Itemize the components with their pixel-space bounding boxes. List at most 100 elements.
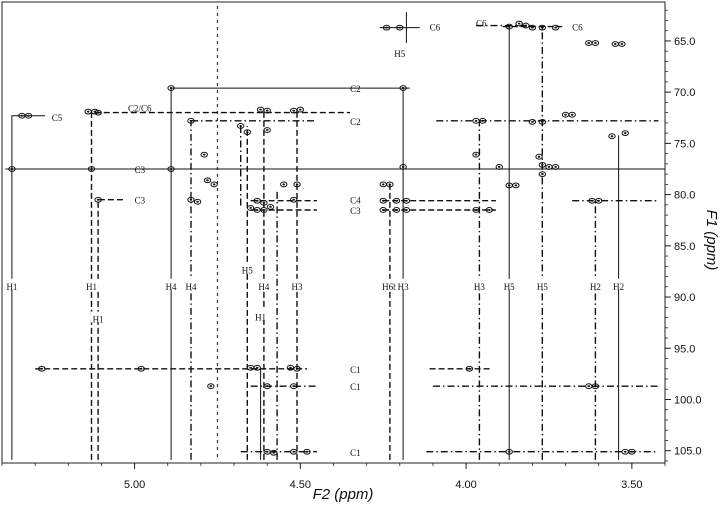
cross-peak-core — [265, 385, 269, 388]
y-axis: 65.0 70.0 75.0 80.0 85.0 90.0 95.0 100.0 105.0 — [665, 9, 702, 462]
cross-peak — [399, 85, 407, 91]
cross-peak — [293, 365, 301, 372]
cross-peak — [382, 24, 391, 31]
cross-peak-core — [239, 124, 242, 127]
cross-peak-core — [401, 87, 405, 90]
annotation-label: H3 — [398, 282, 409, 292]
cross-peak-core — [295, 183, 299, 186]
cross-peak — [260, 199, 268, 206]
cross-peak — [386, 181, 394, 188]
annotation-bg — [90, 311, 106, 323]
cross-peak — [167, 166, 175, 172]
cross-peak-core — [169, 167, 173, 170]
cross-peak — [94, 196, 102, 203]
y-tick-label: 90.0 — [674, 292, 695, 304]
cross-peak-core — [547, 165, 551, 168]
cross-peak-core — [481, 119, 484, 122]
cross-peak-core — [541, 163, 544, 166]
x-tick-label: 5.00 — [124, 479, 145, 491]
cross-peak-core — [398, 26, 402, 29]
cross-peak-core — [610, 135, 614, 138]
cross-peak-core — [246, 131, 249, 134]
cross-peak-core — [27, 114, 30, 117]
y-tick-label: 70.0 — [674, 87, 695, 99]
y-tick-label: 75.0 — [674, 138, 695, 150]
cross-peak-core — [620, 43, 624, 46]
cross-peak — [296, 106, 305, 113]
cross-peak — [379, 207, 387, 213]
cross-peak-core — [590, 199, 594, 202]
cross-peak — [266, 203, 275, 210]
annotation-label: H2 — [613, 282, 624, 292]
cross-peak-core — [189, 198, 193, 201]
annotation-bg — [4, 278, 20, 290]
annotation-label: C1 — [350, 448, 361, 458]
annotation-bg — [289, 278, 305, 290]
cross-peak-core — [255, 366, 259, 369]
annotation-bg — [239, 262, 255, 274]
cross-peak — [522, 22, 530, 29]
cross-peak-core — [541, 120, 544, 123]
cross-peak-core — [474, 208, 478, 211]
cross-peak — [608, 133, 616, 140]
x-axis-title: F2 (ppm) — [313, 486, 374, 503]
annotation-label: C6 — [476, 19, 487, 29]
cross-peak-core — [265, 129, 269, 132]
annotation-label: H5 — [242, 265, 253, 275]
x-tick-label: 4.00 — [455, 479, 476, 491]
cross-peak — [392, 197, 401, 204]
annotation-bg — [587, 278, 603, 290]
cross-peak-core — [468, 367, 471, 370]
cross-peak — [303, 448, 311, 455]
cross-peak-core — [395, 208, 398, 211]
annotation-bg — [611, 278, 626, 290]
cross-peak — [551, 24, 560, 31]
connection-line — [170, 87, 410, 460]
cross-peak-core — [554, 165, 557, 168]
cross-peak-core — [40, 367, 44, 370]
cross-peak-core — [514, 184, 518, 187]
cross-peak-core — [474, 119, 478, 122]
cross-peak-core — [249, 366, 252, 369]
annotation-label: C3 — [135, 196, 146, 206]
cross-peak-core — [381, 208, 385, 211]
cross-peak — [38, 365, 46, 372]
y-tick-label: 80.0 — [674, 190, 695, 202]
cross-peak — [290, 383, 298, 390]
annotation-bg — [392, 46, 408, 58]
cross-peak — [618, 41, 626, 47]
cross-peak-core — [594, 385, 597, 388]
cross-peak-core — [623, 450, 627, 453]
cross-peak-core — [139, 367, 143, 370]
cross-peak-core — [255, 208, 259, 211]
cross-peak — [236, 123, 245, 129]
cross-peak-core — [474, 153, 478, 156]
cross-peak-core — [255, 199, 259, 202]
cross-peak-core — [381, 183, 385, 186]
cross-peak — [505, 23, 513, 30]
cross-peak — [253, 364, 261, 371]
annotation-label: H4 — [258, 282, 269, 292]
cross-peak — [472, 151, 480, 158]
cross-peak — [187, 196, 195, 203]
cross-peak — [290, 448, 298, 455]
cross-peak-core — [405, 199, 408, 202]
annotation-label: H4 — [185, 282, 196, 292]
cross-peak — [193, 198, 202, 205]
cross-peak — [207, 383, 215, 390]
cross-peak-core — [524, 24, 528, 27]
cross-peak-core — [262, 201, 266, 204]
cross-peak-core — [385, 26, 388, 29]
cross-peak-core — [96, 198, 100, 201]
cross-peak-core — [531, 120, 534, 123]
cross-peak-core — [272, 451, 276, 454]
annotation-label: C2 — [350, 117, 361, 127]
cross-peak — [167, 85, 175, 91]
cross-peak-core — [587, 41, 591, 44]
cross-peak-core — [189, 119, 193, 122]
cross-peak-core — [262, 208, 266, 211]
cross-peak — [8, 166, 16, 172]
annotation-bg — [84, 278, 99, 290]
cross-peak-core — [20, 114, 24, 117]
annotation-label: H5 — [394, 49, 405, 59]
